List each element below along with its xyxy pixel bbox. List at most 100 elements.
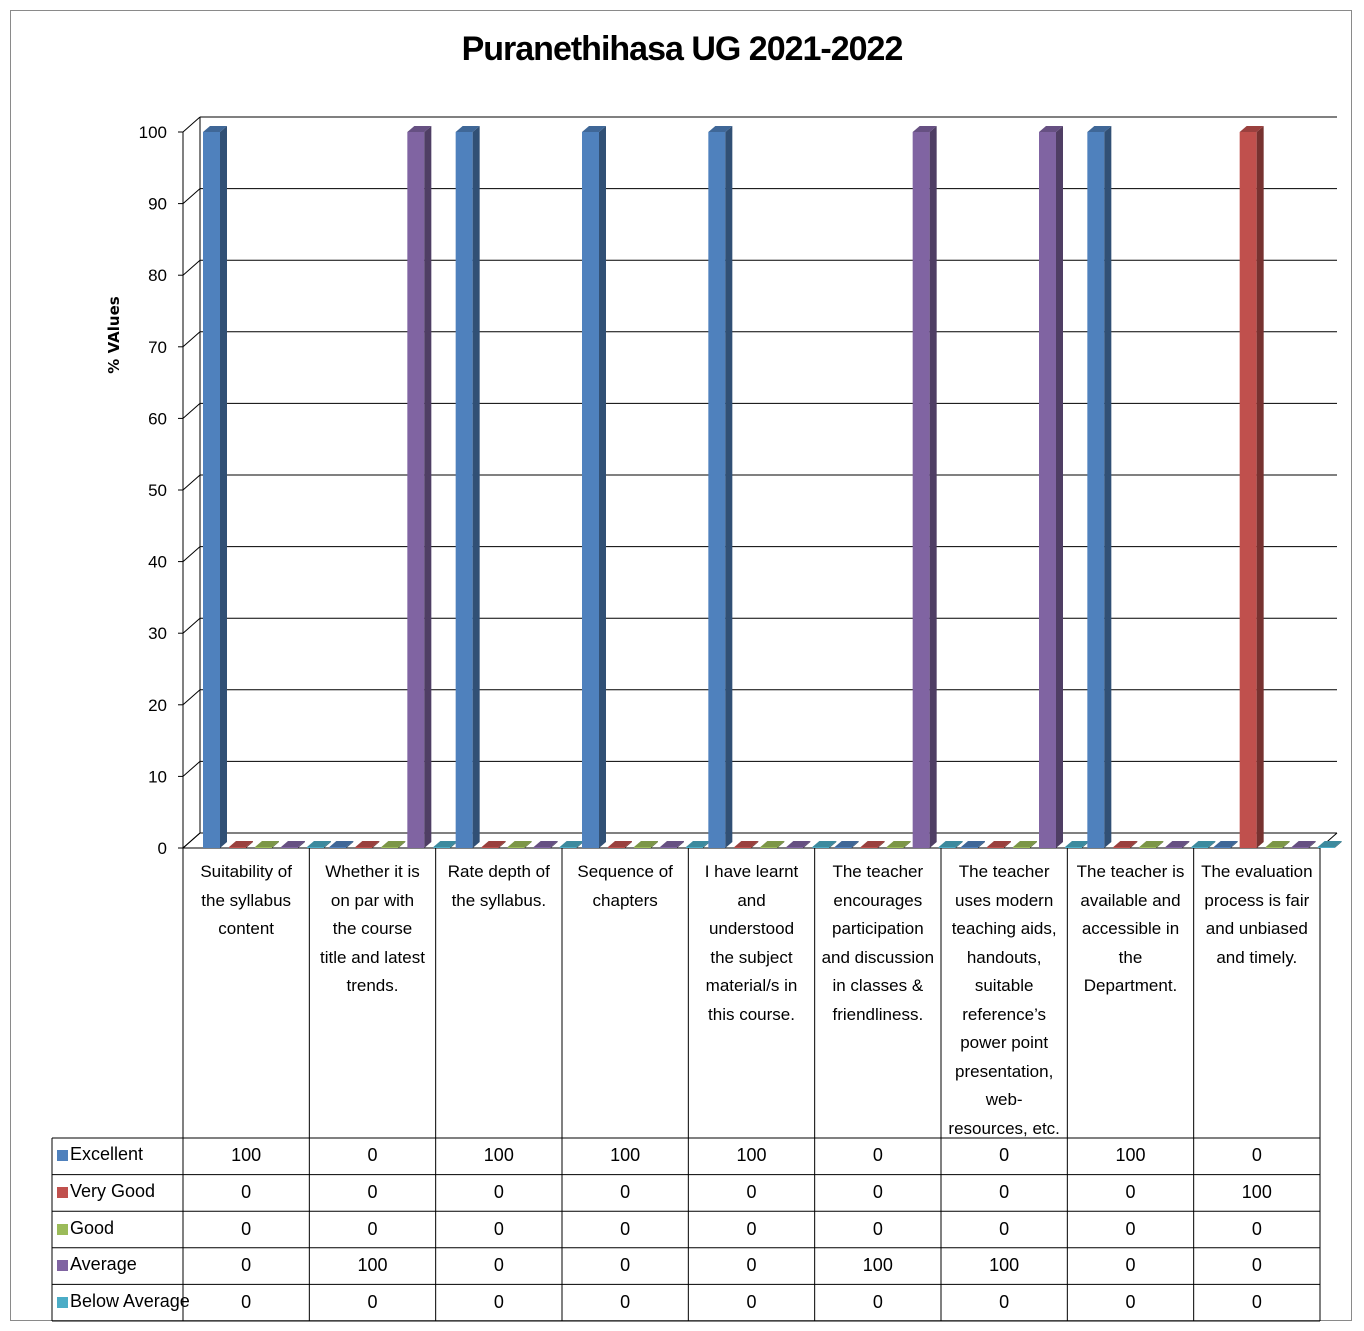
gridline-depth [182, 474, 201, 491]
bar-top [708, 126, 733, 132]
bar-excellent [961, 847, 978, 848]
x-category-label-line: and timely. [1216, 947, 1298, 967]
bar-top [834, 841, 859, 847]
bar-side [877, 841, 885, 848]
x-category-label-line: Suitability of [200, 862, 292, 881]
bar-very-good [860, 847, 878, 848]
bar-top [1065, 841, 1089, 847]
bar-top [255, 841, 279, 847]
x-category-label-line: participation [831, 919, 924, 938]
x-category-label-line: accessible in [1081, 919, 1180, 938]
bar-side [1130, 841, 1138, 848]
bar-top [860, 841, 885, 847]
x-category-label-line: web- [985, 1090, 1023, 1109]
y-tick-label: 60 [148, 409, 167, 428]
data-table-value: 100 [610, 1145, 641, 1166]
x-category-label-line: trends. [346, 976, 399, 995]
bar-side [272, 841, 279, 848]
bar-top [1291, 841, 1316, 847]
x-category-label: The teacher encourages participation and di… [817, 858, 939, 1029]
y-tick-label: 40 [148, 553, 167, 572]
bar-good [1265, 847, 1283, 848]
data-table-value: 100 [1115, 1145, 1146, 1166]
data-table-value: 0 [493, 1218, 504, 1239]
bar-top [961, 841, 985, 847]
data-table-value: 0 [493, 1291, 504, 1312]
x-category-label-line: presentation, [955, 1061, 1054, 1081]
bar-below-average [812, 847, 830, 848]
y-tick-label: 50 [148, 481, 167, 500]
bar-side [777, 841, 785, 848]
gridline-depth [182, 546, 201, 562]
data-table-value: 100 [736, 1145, 767, 1166]
y-tick-label: 0 [158, 839, 167, 858]
bar-side [1308, 841, 1316, 848]
bar-average [786, 847, 804, 848]
x-category-label-line: and unbiased [1205, 919, 1308, 938]
data-table-value: 0 [367, 1291, 378, 1312]
gridline-depth [182, 259, 201, 276]
bar-top [1039, 126, 1063, 132]
data-table-value: 0 [241, 1181, 252, 1202]
bar-top [1113, 841, 1138, 847]
bar-average [660, 847, 677, 848]
y-tick-label: 10 [148, 767, 167, 786]
bar-side [1182, 841, 1190, 848]
gridline-depth [182, 617, 201, 634]
x-category-label-line: Whether it is [325, 862, 420, 881]
bar-below-average [1191, 847, 1209, 848]
bar-top [1139, 841, 1164, 847]
bar-side [1030, 841, 1037, 848]
gridline-depth [182, 116, 201, 133]
data-table-value: 100 [1241, 1181, 1272, 1202]
bar-side [978, 841, 985, 848]
bar-side [1230, 841, 1238, 848]
bar-top [1165, 841, 1190, 847]
x-category-label-line: Department. [1083, 976, 1178, 995]
bar-top [307, 841, 331, 847]
x-category-label-line: on par with [330, 890, 415, 910]
y-tick-label: 20 [148, 696, 167, 715]
bar-top [686, 841, 710, 847]
x-category-label-line: the subject [710, 947, 793, 967]
data-table-value: 0 [1251, 1291, 1262, 1312]
data-table-value: 0 [1125, 1181, 1136, 1202]
data-table-value: 0 [620, 1218, 631, 1239]
x-category-label-line: handouts, [966, 947, 1042, 967]
data-table-value: 0 [1251, 1145, 1262, 1166]
bar-top [455, 126, 480, 132]
data-table-value: 0 [1125, 1255, 1136, 1276]
x-category-label-line: available and [1080, 890, 1181, 910]
bar-very-good [481, 847, 499, 848]
bar-very-good [355, 847, 373, 848]
data-table-value: 0 [241, 1291, 252, 1312]
bar-excellent [455, 132, 473, 848]
x-category-label-line: encourages [833, 890, 923, 910]
x-category-label-line: the [1118, 947, 1143, 967]
gridline-depth [182, 403, 201, 419]
bar-side [751, 841, 759, 848]
bar-top [634, 841, 658, 847]
data-table-value: 0 [367, 1181, 378, 1202]
y-tick-label: 90 [148, 195, 167, 214]
x-category-label-line: The teacher [958, 862, 1050, 881]
x-category-label: Rate depth of the syllabus. [438, 858, 560, 915]
legend-label: Excellent [70, 1144, 144, 1165]
data-table-value: 0 [746, 1218, 757, 1239]
bar-side [929, 126, 937, 848]
data-table-value: 0 [999, 1291, 1010, 1312]
data-table-value: 0 [620, 1291, 631, 1312]
bar-side [1334, 841, 1342, 848]
x-category-label-line: The teacher [832, 862, 924, 881]
bar-very-good [1113, 847, 1131, 848]
bar-below-average [686, 847, 703, 848]
bar-excellent [708, 132, 726, 848]
bar-excellent [329, 847, 347, 848]
legend-label: Very Good [70, 1180, 156, 1201]
bar-top [786, 841, 811, 847]
bar-very-good [734, 847, 752, 848]
bar-below-average [938, 847, 956, 848]
bar-excellent [1213, 847, 1231, 848]
x-category-label: Whether it is on par with the course title … [312, 858, 434, 1001]
bar-average [1291, 847, 1309, 848]
